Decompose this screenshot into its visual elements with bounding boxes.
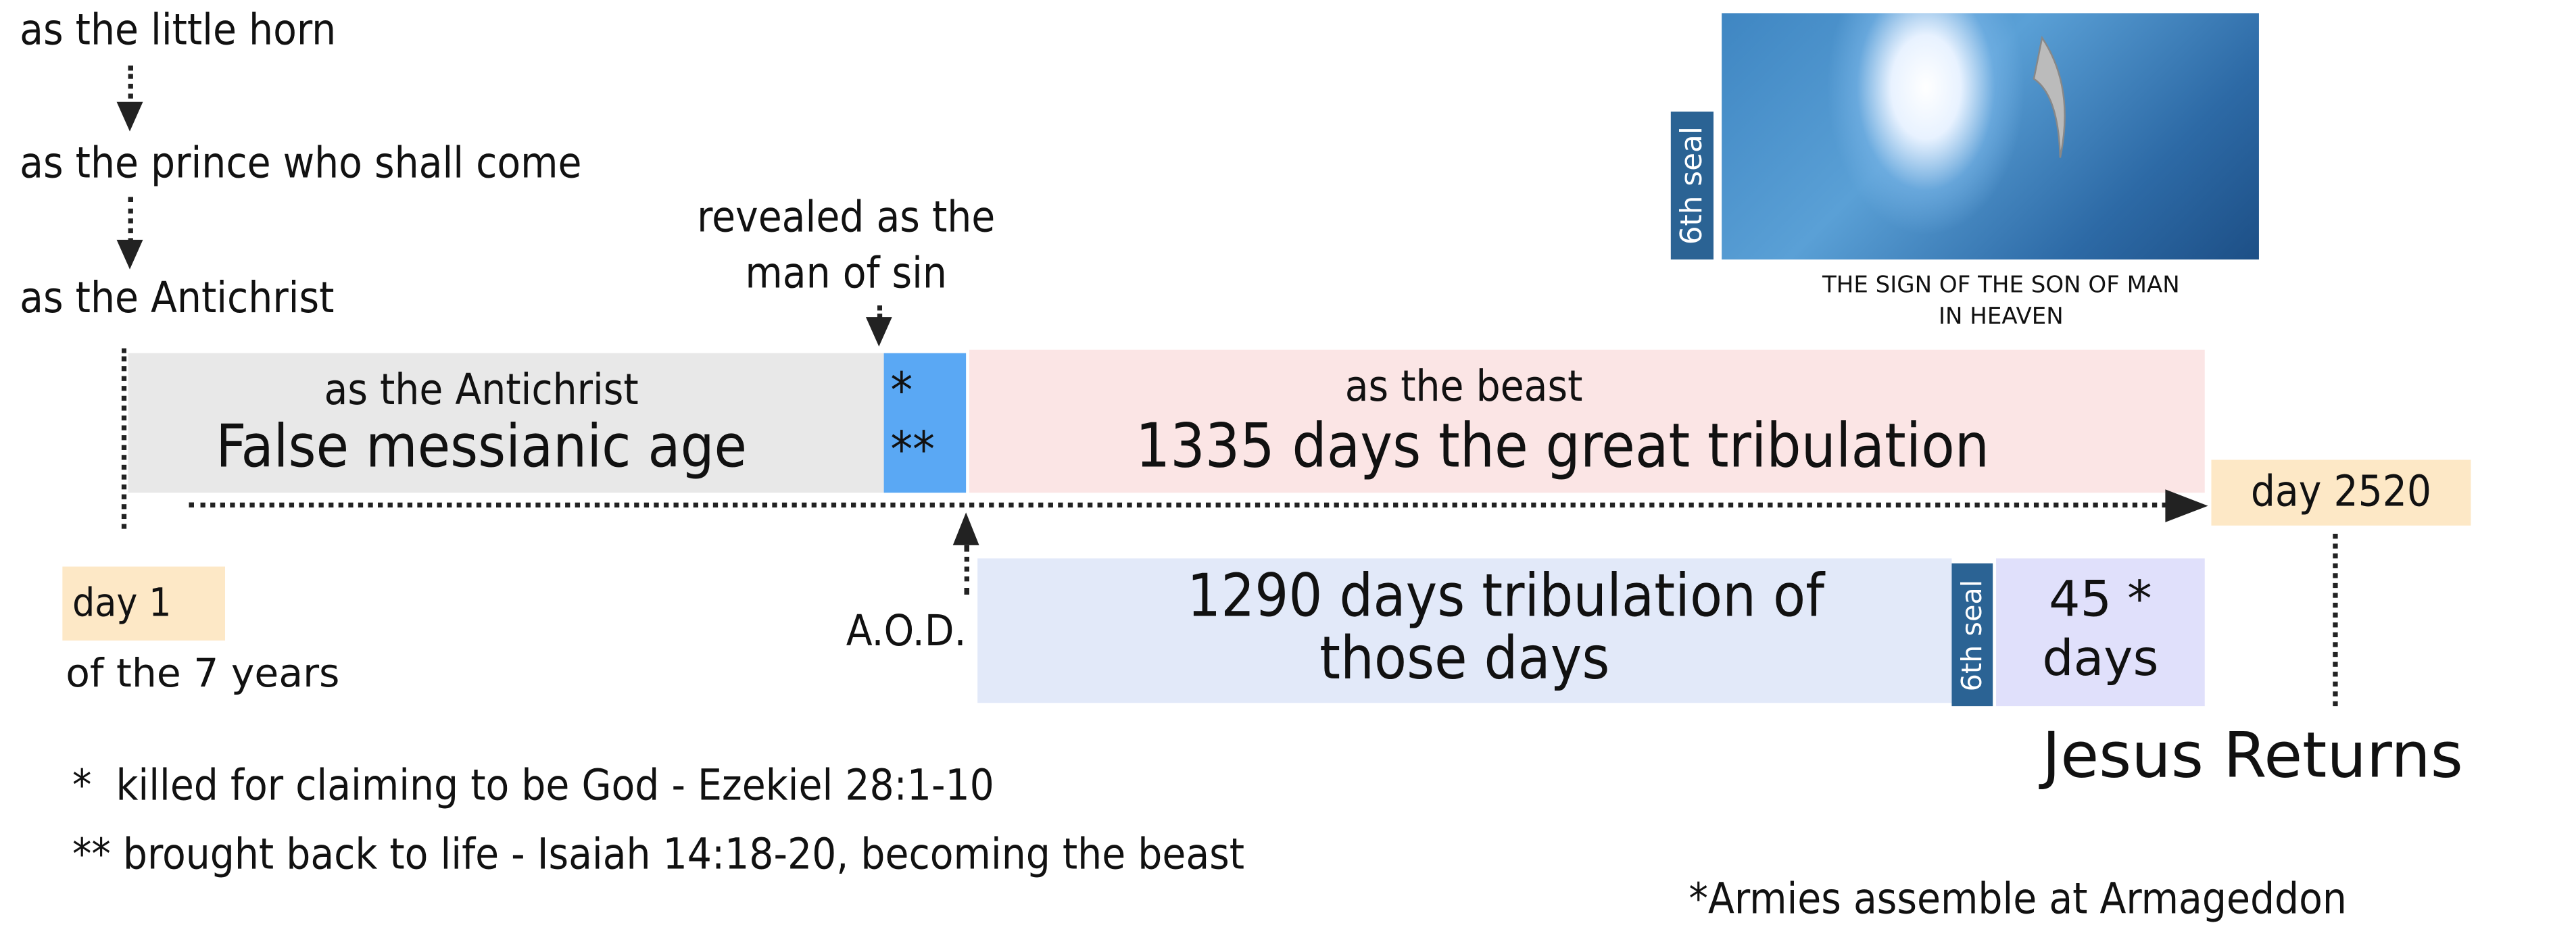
arrow-right-icon bbox=[2165, 489, 2208, 522]
dotted-connector bbox=[964, 545, 969, 595]
armies-note: *Armies assemble at Armageddon bbox=[1688, 875, 2347, 925]
trib-1290-line2: those days bbox=[1319, 626, 1610, 693]
arrow-down-icon bbox=[865, 317, 892, 347]
revealed-label: revealed as the man of sin bbox=[657, 191, 1035, 302]
days-45-box: 45 * days bbox=[1996, 558, 2205, 707]
sign-of-son-of-man-image bbox=[1722, 13, 2259, 260]
scythe-icon bbox=[2033, 35, 2066, 158]
day-2520-label: day 2520 bbox=[2211, 459, 2471, 526]
footnote-1-mark: * bbox=[72, 762, 92, 812]
marker-double: ** bbox=[890, 422, 935, 480]
label-prince: as the prince who shall come bbox=[20, 139, 582, 189]
marker-single: * bbox=[890, 363, 913, 421]
footnote-2: ** brought back to life - Isaiah 14:18-2… bbox=[72, 831, 1244, 880]
days-45-line2: days bbox=[2042, 630, 2159, 689]
arrow-down-icon bbox=[116, 239, 143, 270]
false-age-subtitle: as the Antichrist bbox=[324, 366, 639, 416]
revealed-line1: revealed as the bbox=[697, 193, 996, 243]
caption-line1: THE SIGN OF THE SON OF MAN bbox=[1822, 272, 2180, 299]
label-antichrist: as the Antichrist bbox=[20, 274, 335, 324]
marker-box: * ** bbox=[883, 353, 967, 493]
days-45-line1: 45 * bbox=[2049, 571, 2152, 629]
dotted-connector bbox=[877, 305, 883, 319]
dotted-connector bbox=[128, 66, 133, 109]
false-messianic-age-box: as the Antichrist False messianic age bbox=[128, 353, 884, 493]
arrow-down-icon bbox=[116, 101, 143, 132]
return-marker-line bbox=[2333, 533, 2338, 707]
arrow-up-icon bbox=[952, 512, 979, 545]
dotted-connector bbox=[128, 197, 133, 243]
start-marker-line bbox=[121, 348, 127, 529]
label-little-horn: as the little horn bbox=[20, 6, 337, 56]
timeline-line bbox=[189, 502, 2177, 508]
day-1-label: day 1 bbox=[62, 566, 225, 641]
caption-line2: IN HEAVEN bbox=[1938, 303, 2064, 330]
jesus-returns-label: Jesus Returns bbox=[2042, 719, 2463, 792]
false-age-title: False messianic age bbox=[216, 414, 748, 482]
trib-1290-line1: 1290 days tribulation of bbox=[1187, 563, 1824, 631]
footnote-2-mark: ** bbox=[72, 830, 111, 880]
great-trib-title: 1335 days the great tribulation bbox=[1135, 410, 1989, 482]
tribulation-1290-box: 1290 days tribulation of those days bbox=[977, 558, 1952, 703]
image-sixth-seal-tag: 6th seal bbox=[1670, 111, 1714, 260]
great-trib-subtitle: as the beast bbox=[1344, 363, 1583, 413]
great-tribulation-box: as the beast 1335 days the great tribula… bbox=[969, 349, 2205, 493]
revealed-line2: man of sin bbox=[745, 249, 947, 299]
footnote-1: * killed for claiming to be God - Ezekie… bbox=[72, 762, 994, 812]
image-caption: THE SIGN OF THE SON OF MAN IN HEAVEN bbox=[1722, 271, 2280, 333]
footnote-1-text: killed for claiming to be God - Ezekiel … bbox=[116, 762, 994, 812]
sixth-seal-tag: 6th seal bbox=[1951, 563, 1993, 707]
sixth-seal-text: 6th seal bbox=[1955, 578, 1989, 691]
day-1-caption: of the 7 years bbox=[66, 650, 340, 697]
image-sixth-seal-text: 6th seal bbox=[1674, 126, 1709, 245]
footnote-2-text: brought back to life - Isaiah 14:18-20, … bbox=[122, 830, 1245, 880]
